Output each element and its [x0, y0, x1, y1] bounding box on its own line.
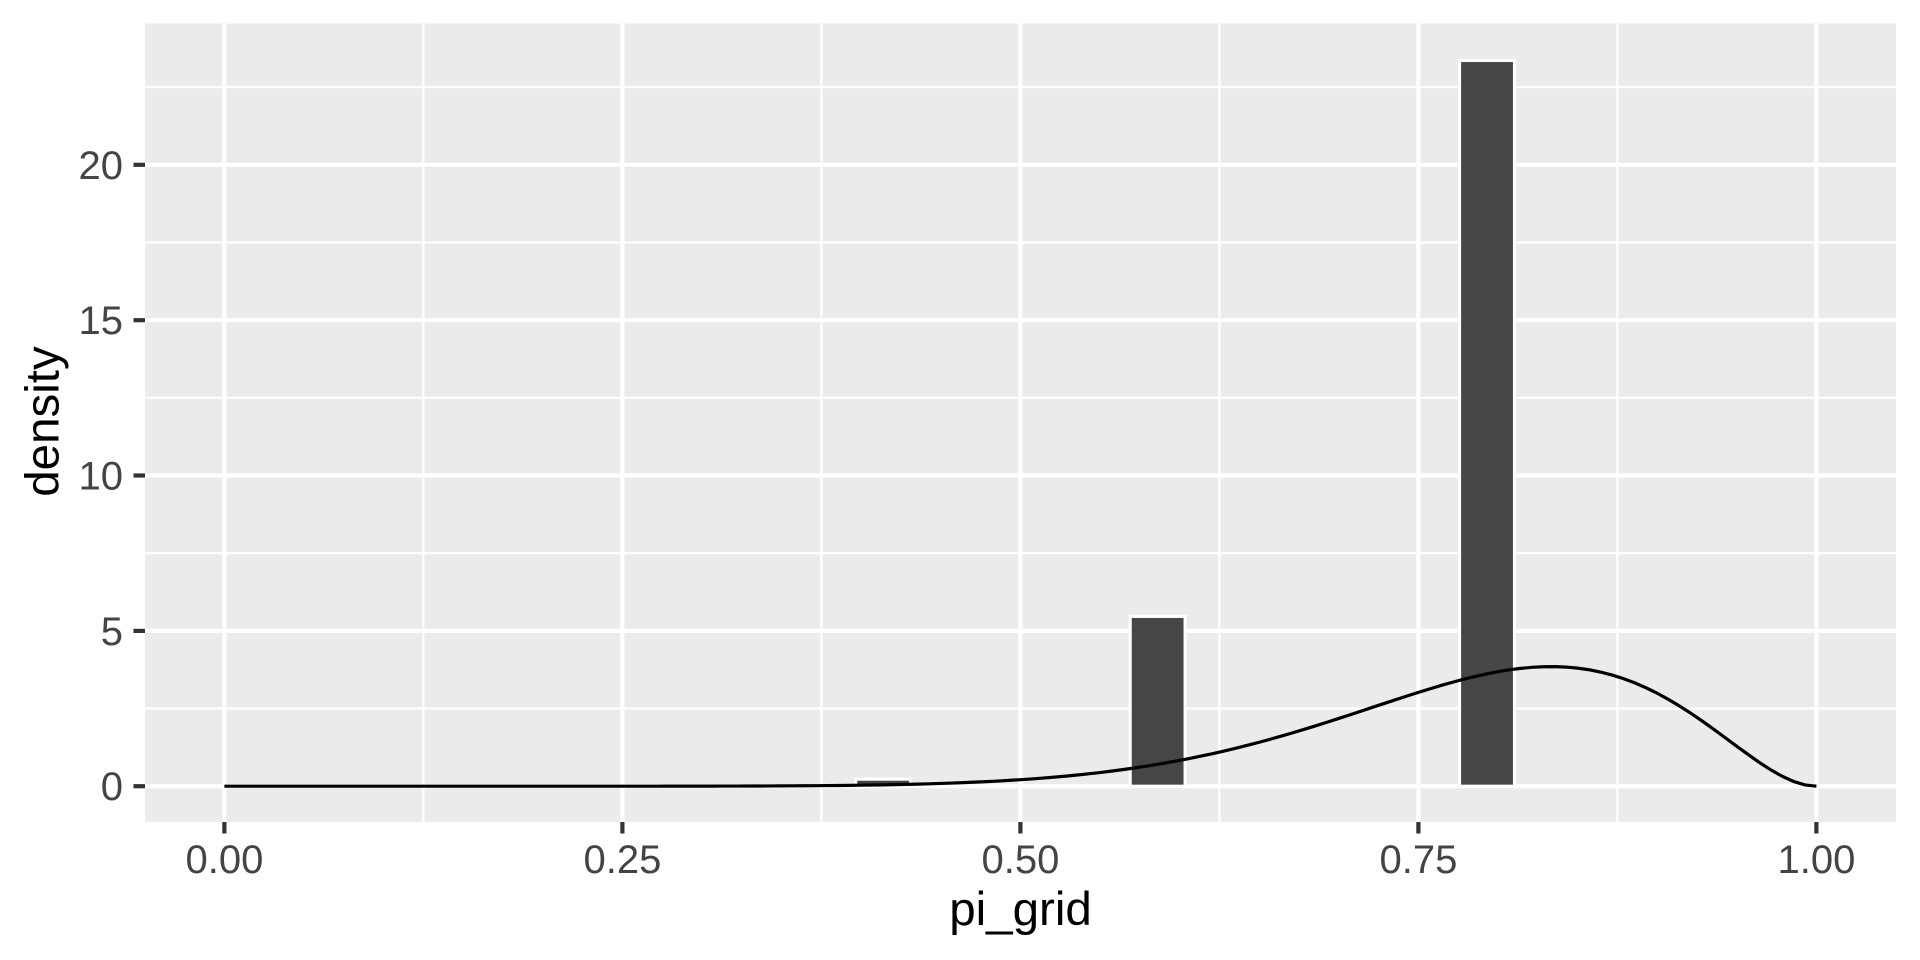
svg-text:10: 10 — [79, 455, 124, 499]
svg-text:pi_grid: pi_grid — [949, 883, 1092, 936]
svg-text:15: 15 — [79, 299, 124, 343]
svg-text:0.00: 0.00 — [185, 838, 263, 882]
svg-text:0: 0 — [101, 765, 123, 809]
svg-text:20: 20 — [79, 144, 124, 188]
svg-text:1.00: 1.00 — [1777, 838, 1855, 882]
svg-text:0.50: 0.50 — [981, 838, 1059, 882]
svg-text:density: density — [17, 346, 70, 497]
svg-text:5: 5 — [101, 610, 123, 654]
svg-text:0.75: 0.75 — [1379, 838, 1457, 882]
svg-text:0.25: 0.25 — [583, 838, 661, 882]
